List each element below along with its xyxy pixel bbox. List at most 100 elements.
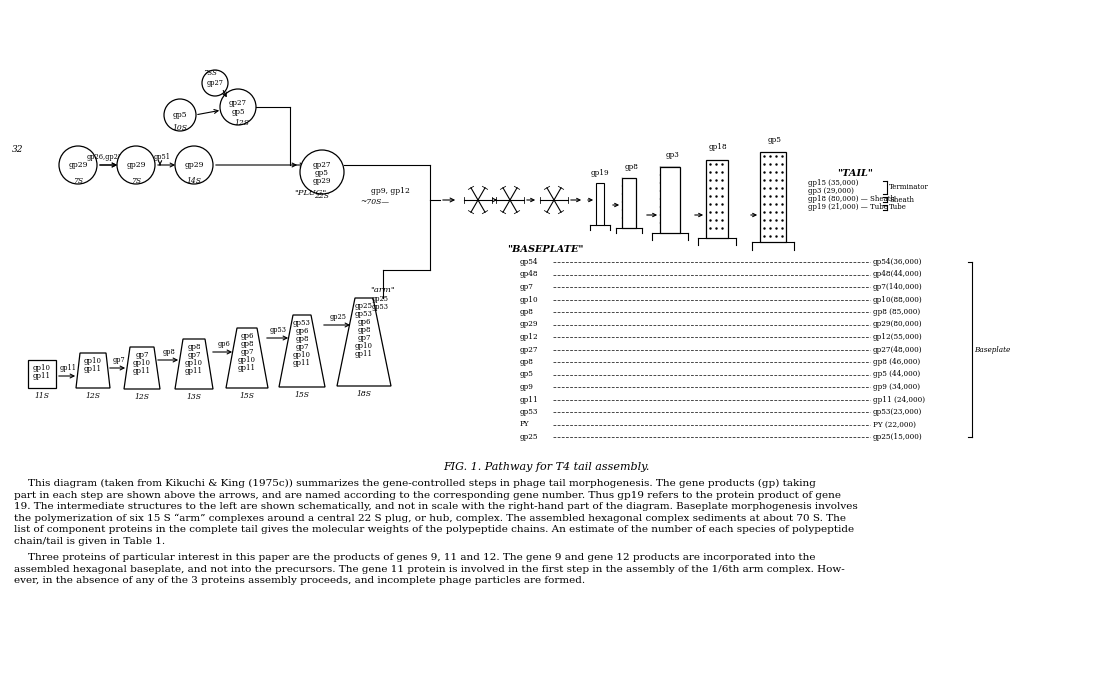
Text: gp29: gp29 bbox=[313, 177, 331, 185]
Text: gp53: gp53 bbox=[293, 319, 310, 327]
Text: assembled hexagonal baseplate, and not into the precursors. The gene 11 protein : assembled hexagonal baseplate, and not i… bbox=[14, 565, 845, 574]
Polygon shape bbox=[226, 328, 268, 388]
Text: gp11: gp11 bbox=[59, 364, 77, 372]
Text: 13S: 13S bbox=[187, 393, 201, 401]
Text: gp27(48,000): gp27(48,000) bbox=[873, 346, 922, 354]
Text: 18S: 18S bbox=[356, 390, 372, 398]
Text: gp48: gp48 bbox=[520, 270, 539, 279]
Text: list of component proteins in the complete tail gives the molecular weights of t: list of component proteins in the comple… bbox=[14, 525, 854, 534]
Text: Baseplate: Baseplate bbox=[974, 346, 1010, 354]
Text: gp25: gp25 bbox=[372, 295, 388, 303]
Text: gp53: gp53 bbox=[355, 310, 373, 318]
Circle shape bbox=[164, 99, 196, 131]
Text: gp29: gp29 bbox=[520, 320, 539, 329]
Text: gp11: gp11 bbox=[84, 365, 102, 373]
Text: "TAIL": "TAIL" bbox=[837, 169, 873, 178]
Text: This diagram (taken from Kikuchi & King (1975c)) summarizes the gene-controlled : This diagram (taken from Kikuchi & King … bbox=[28, 479, 815, 488]
Text: 15S: 15S bbox=[239, 392, 255, 400]
Polygon shape bbox=[77, 353, 110, 388]
Text: 10S: 10S bbox=[173, 124, 188, 132]
Text: gp29: gp29 bbox=[68, 161, 87, 169]
Text: gp53: gp53 bbox=[372, 303, 388, 311]
Text: gp6: gp6 bbox=[357, 318, 371, 326]
Text: PY (22,000): PY (22,000) bbox=[873, 421, 916, 428]
Text: Tube: Tube bbox=[889, 203, 907, 211]
Text: gp8: gp8 bbox=[520, 358, 533, 366]
Bar bbox=[596, 183, 604, 225]
Text: gp10: gp10 bbox=[84, 357, 102, 365]
Text: "arm": "arm" bbox=[371, 286, 396, 294]
Text: gp7: gp7 bbox=[240, 348, 254, 356]
Text: gp3 (29,000): gp3 (29,000) bbox=[808, 187, 854, 195]
Bar bbox=[706, 160, 728, 238]
Text: FIG. 1. Pathway for T4 tail assembly.: FIG. 1. Pathway for T4 tail assembly. bbox=[443, 462, 649, 472]
Text: gp10: gp10 bbox=[238, 356, 256, 364]
Text: gp7: gp7 bbox=[113, 356, 125, 364]
Circle shape bbox=[117, 146, 155, 184]
Text: ~70S—: ~70S— bbox=[361, 198, 389, 206]
Text: gp53: gp53 bbox=[270, 326, 287, 334]
Text: gp25(15,000): gp25(15,000) bbox=[873, 433, 922, 441]
Text: PY: PY bbox=[520, 421, 530, 428]
Text: gp8: gp8 bbox=[187, 343, 201, 351]
Text: gp5 (44,000): gp5 (44,000) bbox=[873, 370, 920, 378]
Text: gp54: gp54 bbox=[520, 258, 539, 266]
Text: 11S: 11S bbox=[35, 392, 49, 400]
Polygon shape bbox=[337, 298, 391, 386]
Text: 7SS: 7SS bbox=[203, 69, 216, 77]
Text: gp9 (34,000): gp9 (34,000) bbox=[873, 383, 920, 391]
Text: gp10(88,000): gp10(88,000) bbox=[873, 296, 922, 303]
Polygon shape bbox=[279, 315, 325, 387]
Text: gp25: gp25 bbox=[520, 433, 539, 441]
Text: gp7: gp7 bbox=[136, 351, 149, 359]
Text: gp5: gp5 bbox=[232, 108, 245, 116]
Circle shape bbox=[175, 146, 213, 184]
Text: 32: 32 bbox=[12, 145, 24, 154]
Text: gp53(23,000): gp53(23,000) bbox=[873, 408, 922, 416]
Text: gp25: gp25 bbox=[355, 302, 373, 310]
Text: gp8: gp8 bbox=[295, 335, 308, 343]
Text: 22S: 22S bbox=[315, 192, 329, 200]
Text: gp8: gp8 bbox=[357, 326, 371, 334]
Text: gp7: gp7 bbox=[187, 351, 201, 359]
Text: "BASEPLATE": "BASEPLATE" bbox=[507, 245, 584, 255]
Text: gp10: gp10 bbox=[33, 364, 51, 372]
Text: gp8: gp8 bbox=[625, 163, 639, 171]
Text: gp8 (46,000): gp8 (46,000) bbox=[873, 358, 920, 366]
Text: gp10: gp10 bbox=[185, 359, 203, 367]
Text: gp26,gp28: gp26,gp28 bbox=[87, 153, 124, 161]
Text: gp6: gp6 bbox=[240, 332, 254, 340]
Text: gp11: gp11 bbox=[133, 367, 151, 375]
Text: Three proteins of particular interest in this paper are the products of genes 9,: Three proteins of particular interest in… bbox=[28, 553, 815, 562]
Text: gp29(80,000): gp29(80,000) bbox=[873, 320, 922, 329]
Text: gp7(140,000): gp7(140,000) bbox=[873, 283, 922, 291]
Text: gp27: gp27 bbox=[207, 79, 223, 87]
Text: gp10: gp10 bbox=[355, 342, 373, 350]
Bar bbox=[28, 360, 56, 388]
Text: gp11: gp11 bbox=[355, 350, 373, 358]
Text: gp11: gp11 bbox=[33, 372, 51, 380]
Text: gp8: gp8 bbox=[520, 308, 533, 316]
Text: 14S: 14S bbox=[187, 177, 201, 185]
Text: gp27: gp27 bbox=[313, 161, 331, 169]
Text: gp11: gp11 bbox=[185, 367, 203, 375]
Text: Sheath: Sheath bbox=[889, 196, 914, 204]
Text: 7S: 7S bbox=[131, 177, 141, 185]
Text: Terminator: Terminator bbox=[889, 183, 929, 191]
Text: gp9, gp12: gp9, gp12 bbox=[371, 187, 410, 195]
Text: 12S: 12S bbox=[134, 393, 150, 401]
Text: gp19: gp19 bbox=[590, 169, 609, 177]
Text: gp53: gp53 bbox=[520, 408, 539, 416]
Text: 12S: 12S bbox=[235, 119, 249, 127]
Text: gp18 (80,000) — Sheath: gp18 (80,000) — Sheath bbox=[808, 195, 895, 203]
Text: gp8: gp8 bbox=[163, 348, 175, 356]
Text: gp27: gp27 bbox=[520, 346, 539, 354]
Text: gp10: gp10 bbox=[520, 296, 539, 303]
Text: gp10: gp10 bbox=[133, 359, 151, 367]
Text: gp11: gp11 bbox=[238, 364, 256, 372]
Text: gp12(55,000): gp12(55,000) bbox=[873, 333, 922, 341]
Text: gp18: gp18 bbox=[708, 143, 727, 151]
Text: 12S: 12S bbox=[85, 392, 101, 400]
Text: gp7: gp7 bbox=[357, 334, 371, 342]
Text: gp11: gp11 bbox=[293, 359, 312, 367]
